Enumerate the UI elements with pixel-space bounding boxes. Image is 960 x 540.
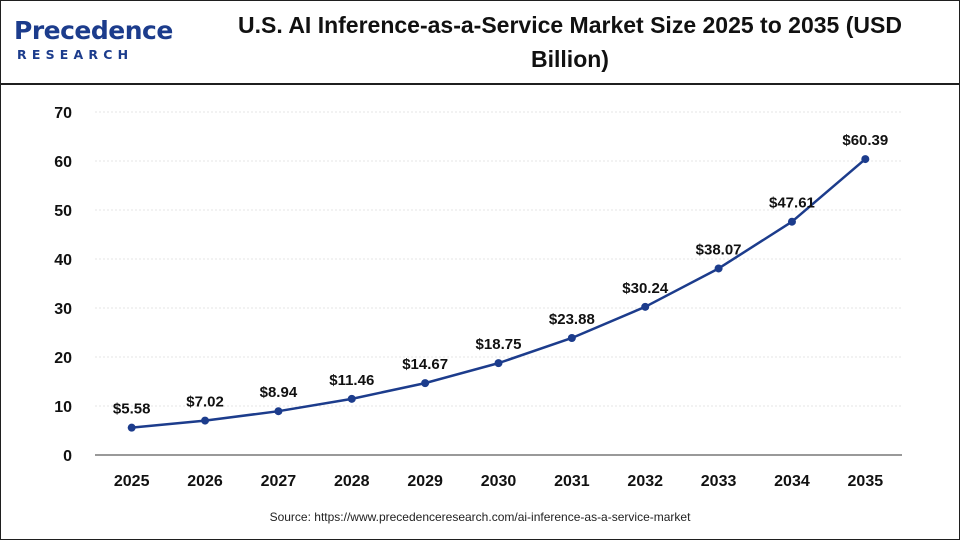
x-tick-label: 2034: [774, 473, 810, 490]
y-tick-label: 50: [54, 203, 72, 220]
data-point: [641, 302, 650, 311]
data-label: $60.39: [842, 132, 888, 149]
data-label: $18.75: [476, 336, 522, 353]
series-line: [131, 158, 867, 429]
x-tick-label: 2025: [114, 473, 150, 490]
data-label: $8.94: [260, 384, 298, 401]
data-point: [787, 217, 796, 226]
x-tick-label: 2029: [407, 473, 443, 490]
data-point: [274, 407, 283, 416]
data-point: [861, 155, 870, 164]
x-tick-label: 2028: [334, 473, 370, 490]
logo: Precedence RESEARCH: [14, 14, 173, 70]
header-divider: [0, 83, 960, 85]
y-tick-label: 30: [54, 301, 72, 318]
data-point: [567, 333, 576, 342]
data-point: [127, 423, 136, 432]
x-tick-label: 2030: [481, 473, 517, 490]
data-label: $5.58: [113, 401, 151, 418]
x-tick-label: 2035: [848, 473, 884, 490]
x-tick-label: 2032: [627, 473, 663, 490]
source-note: Source: https://www.precedenceresearch.c…: [269, 510, 691, 524]
data-label: $23.88: [549, 311, 595, 328]
data-point: [201, 416, 210, 425]
x-tick-label: 2031: [554, 473, 590, 490]
y-tick-label: 60: [54, 154, 72, 171]
data-point: [714, 264, 723, 273]
header: Precedence RESEARCH U.S. AI Inference-as…: [0, 0, 960, 84]
data-label: $30.24: [622, 280, 669, 297]
chart-title: U.S. AI Inference-as-a-Service Market Si…: [238, 12, 902, 72]
y-tick-label: 40: [54, 252, 72, 269]
y-tick-label: 20: [54, 350, 72, 367]
data-point: [494, 359, 503, 368]
data-label: $7.02: [186, 394, 224, 411]
y-tick-label: 10: [54, 399, 72, 416]
data-point: [347, 394, 356, 403]
y-tick-label: 0: [63, 448, 72, 465]
data-point: [421, 379, 430, 388]
data-label: $11.46: [329, 372, 374, 389]
x-tick-label: 2033: [701, 473, 737, 490]
data-label: $38.07: [696, 241, 742, 258]
logo-main-text: Precedence: [14, 16, 173, 45]
data-label: $47.61: [769, 195, 815, 212]
logo-sub-text: RESEARCH: [17, 47, 134, 62]
x-tick-label: 2026: [187, 473, 223, 490]
data-label: $14.67: [402, 356, 448, 373]
y-tick-label: 70: [54, 105, 72, 122]
x-tick-label: 2027: [261, 473, 297, 490]
